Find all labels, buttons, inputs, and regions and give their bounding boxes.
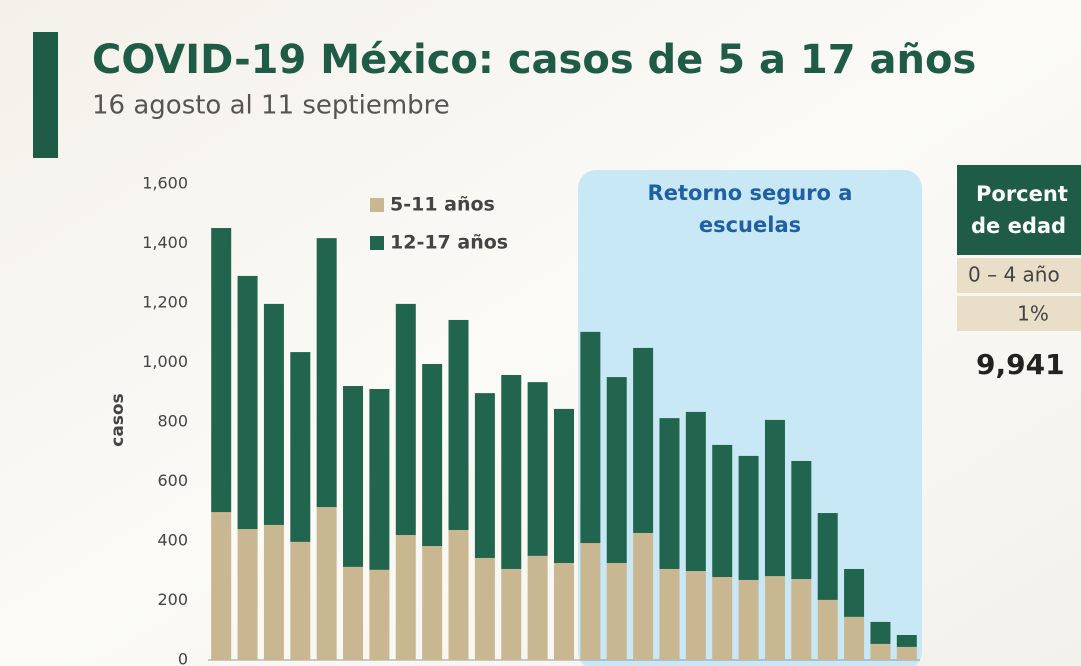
bar-segment: [738, 455, 759, 580]
y-tick-label: 800: [157, 412, 188, 431]
bar-segment: [633, 347, 654, 533]
bar-segment: [422, 363, 443, 547]
y-axis-label: casos: [108, 393, 128, 446]
bar-segment: [290, 352, 311, 542]
bar-segment: [343, 386, 364, 567]
y-tick-label: 400: [157, 531, 188, 550]
bar-segment: [237, 529, 258, 660]
chart-subtitle: 16 agosto al 11 septiembre: [92, 91, 450, 121]
bar-segment: [712, 576, 733, 660]
bar-segment: [237, 275, 258, 530]
bar-segment: [580, 543, 601, 660]
bar-segment: [870, 621, 891, 644]
y-tick-label: 1,000: [142, 352, 188, 371]
panel-header-text: de edad: [971, 214, 1066, 238]
bar-segment: [395, 303, 416, 536]
bar-segment: [606, 377, 627, 564]
bar-segment: [896, 635, 917, 647]
bar-segment: [474, 557, 495, 660]
bar-segment: [580, 331, 601, 544]
bar-segment: [659, 418, 680, 569]
y-tick-label: 1,400: [142, 233, 188, 252]
annotation: Retorno seguro a: [648, 181, 853, 205]
bar-segment: [501, 374, 522, 569]
bar-segment: [554, 408, 574, 564]
bar-segment: [211, 228, 232, 513]
bar-segment: [685, 411, 706, 572]
bar-segment: [685, 571, 706, 660]
panel-header-text: Porcent: [976, 182, 1068, 206]
y-tick-label: 1,200: [142, 293, 188, 312]
bar-segment: [316, 507, 337, 660]
bar-segment: [369, 388, 390, 570]
bar-segment: [791, 579, 812, 660]
bar-segment: [764, 576, 785, 660]
legend-swatch: [370, 236, 384, 250]
panel-percent: 1%: [1017, 302, 1049, 326]
bar-segment: [738, 579, 759, 660]
bar-segment: [422, 546, 443, 660]
bar-segment: [817, 599, 838, 660]
panel-total: 9,941: [976, 348, 1065, 381]
chart-title: COVID-19 México: casos de 5 a 17 años: [92, 37, 976, 83]
panel-row: [957, 258, 1081, 293]
bar-segment: [633, 532, 654, 660]
bar-segment: [343, 566, 364, 660]
y-tick-label: 600: [157, 471, 188, 490]
y-tick-label: 0: [178, 650, 188, 666]
panel-group: 0 – 4 año: [968, 263, 1060, 287]
bar-segment: [606, 563, 627, 660]
legend-label: 12-17 años: [390, 232, 508, 254]
bar-segment: [844, 616, 865, 660]
bar-segment: [448, 529, 469, 660]
bar-segment: [527, 555, 548, 660]
bar-segment: [527, 382, 548, 556]
bar-segment: [395, 535, 416, 660]
bar-segment: [448, 319, 469, 530]
y-tick-label: 200: [157, 590, 188, 609]
bar-segment: [211, 512, 232, 660]
bar-segment: [501, 568, 522, 660]
bar-segment: [474, 393, 495, 558]
y-tick-label: 1,600: [142, 174, 188, 193]
bar-segment: [896, 646, 917, 660]
bar-segment: [316, 238, 337, 508]
bar-segment: [712, 444, 733, 577]
bar-segment: [817, 513, 838, 600]
bar-segment: [870, 643, 891, 660]
bar-segment: [554, 563, 574, 660]
legend-label: 5-11 años: [390, 194, 495, 216]
legend-swatch: [370, 198, 384, 212]
bar-segment: [764, 419, 785, 577]
panel-row: [957, 296, 1081, 331]
bar-segment: [263, 524, 284, 660]
bar-segment: [290, 541, 311, 660]
panel-header: [957, 165, 1081, 255]
bar-segment: [791, 460, 812, 580]
accent-bar: [33, 32, 58, 158]
bar-segment: [844, 568, 865, 617]
bar-segment: [369, 569, 390, 660]
bar-segment: [659, 568, 680, 660]
bar-segment: [263, 303, 284, 525]
annotation: escuelas: [699, 213, 801, 237]
